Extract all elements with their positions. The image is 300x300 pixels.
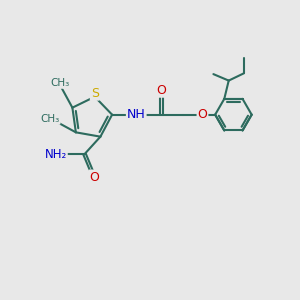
Text: O: O	[156, 84, 166, 97]
Text: S: S	[91, 87, 99, 100]
Text: O: O	[198, 108, 207, 121]
Text: NH: NH	[127, 108, 146, 121]
Text: CH₃: CH₃	[40, 114, 60, 124]
Text: CH₃: CH₃	[51, 78, 70, 88]
Text: NH₂: NH₂	[45, 148, 67, 160]
Text: O: O	[89, 171, 99, 184]
